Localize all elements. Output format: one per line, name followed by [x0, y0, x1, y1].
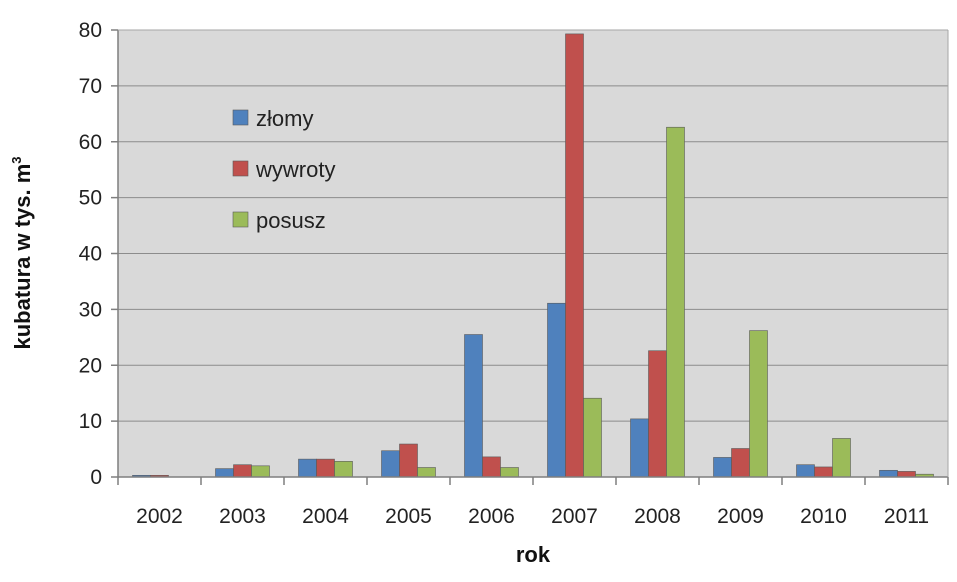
bar-posusz-2007 — [583, 397, 602, 478]
legend-swatch-złomy — [232, 109, 249, 126]
bar-złomy-2005 — [381, 450, 400, 478]
x-tick-label: 2003 — [219, 505, 266, 528]
bar-wywroty-2009 — [731, 448, 750, 478]
x-tick-labels: 2002 2003 2004 2005 2006 2007 2008 2009 2010 2011 — [136, 505, 929, 528]
x-tick-label: 2010 — [800, 505, 847, 528]
bar-wywroty-2006 — [482, 456, 501, 478]
y-axis-title-superscript: 3 — [9, 156, 24, 163]
bar-wywroty-2003 — [233, 464, 252, 478]
legend: złomy wywroty posusz — [232, 106, 335, 233]
y-axis-title: kubatura w tys. m3 — [9, 156, 35, 349]
x-tick-label: 2007 — [551, 505, 598, 528]
y-tick-labels: 0 10 20 30 40 50 60 70 80 — [79, 19, 102, 489]
legend-label: złomy — [256, 106, 313, 131]
y-tick-label: 70 — [79, 75, 102, 98]
x-tick-label: 2005 — [385, 505, 432, 528]
bar-wywroty-2010 — [814, 466, 833, 478]
bar-wywroty-2008 — [648, 350, 667, 478]
bar-wywroty-2011 — [897, 471, 916, 478]
bar-posusz-2008 — [666, 126, 685, 478]
y-tick-label: 20 — [79, 354, 102, 377]
y-tick-label: 50 — [79, 187, 102, 210]
x-tick-label: 2006 — [468, 505, 515, 528]
bar-posusz-2004 — [334, 461, 353, 478]
x-tick-label: 2008 — [634, 505, 681, 528]
legend-label: wywroty — [255, 157, 335, 182]
bar-wywroty-2005 — [399, 443, 418, 478]
x-tick-label: 2009 — [717, 505, 764, 528]
y-tick-label: 80 — [79, 19, 102, 42]
bar-złomy-2006 — [464, 334, 483, 478]
x-axis-title: rok — [516, 542, 551, 567]
bar-posusz-2010 — [832, 438, 851, 478]
y-tick-label: 60 — [79, 131, 102, 154]
y-tick-label: 30 — [79, 298, 102, 321]
bar-złomy-2007 — [547, 302, 566, 478]
bar-posusz-2006 — [500, 467, 519, 478]
y-axis-title-main: kubatura w tys. m — [10, 164, 35, 350]
bar-złomy-2004 — [298, 458, 317, 478]
legend-swatch-wywroty — [232, 160, 249, 177]
bar-posusz-2009 — [749, 330, 768, 478]
y-tick-label: 40 — [79, 243, 102, 266]
bar-złomy-2010 — [796, 464, 815, 478]
bar-posusz-2005 — [417, 467, 436, 478]
y-tick-label: 10 — [79, 410, 102, 433]
bar-złomy-2009 — [713, 457, 732, 478]
legend-label: posusz — [256, 208, 326, 233]
bar-wywroty-2004 — [316, 458, 335, 478]
x-tick-label: 2011 — [884, 505, 929, 528]
x-tick-label: 2002 — [136, 505, 183, 528]
bar-złomy-2003 — [215, 468, 234, 478]
bar-wywroty-2007 — [565, 33, 584, 478]
axes — [111, 29, 949, 485]
x-tick-label: 2004 — [302, 505, 349, 528]
bar-złomy-2011 — [879, 469, 898, 478]
bar-posusz-2003 — [251, 465, 270, 478]
bars — [132, 33, 934, 478]
y-tick-label: 0 — [90, 466, 102, 489]
bar-złomy-2008 — [630, 418, 649, 478]
legend-swatch-posusz — [232, 211, 249, 228]
